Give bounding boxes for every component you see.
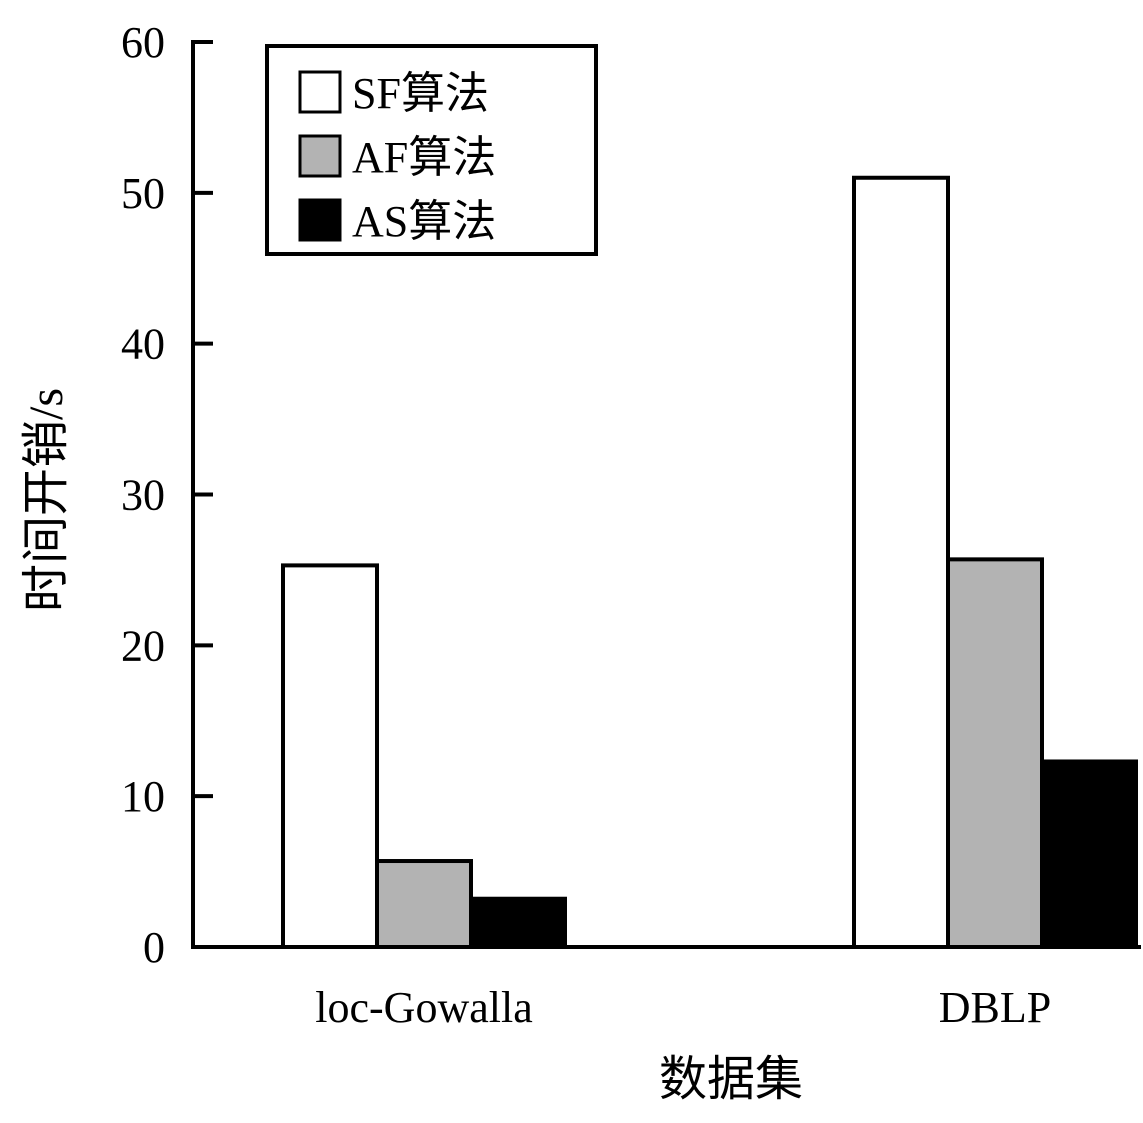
x-labels-layer: loc-Gowalla DBLP bbox=[315, 983, 1051, 1032]
x-axis-title: 数据集 bbox=[659, 1053, 803, 1106]
bar-1-1 bbox=[281, 563, 379, 949]
y-tick-label: 20 bbox=[121, 621, 165, 670]
x-category-label: loc-Gowalla bbox=[315, 983, 532, 1032]
y-tick-label: 60 bbox=[121, 18, 165, 67]
legend-swatch-1 bbox=[298, 70, 342, 114]
bar-3-1 bbox=[469, 896, 567, 950]
y-axis-title: 时间开销/s bbox=[20, 388, 73, 612]
y-tick-label: 30 bbox=[121, 471, 165, 520]
y-tick-label: 10 bbox=[121, 772, 165, 821]
x-category-label: DBLP bbox=[939, 983, 1051, 1032]
y-tick-label: 0 bbox=[143, 923, 165, 972]
bar-3-2 bbox=[1040, 759, 1138, 949]
y-tick-label: 40 bbox=[121, 320, 165, 369]
bars-layer bbox=[281, 175, 1138, 950]
legend-label-3: AS算法 bbox=[352, 197, 496, 246]
legend: SF算法 AF算法 AS算法 bbox=[265, 44, 598, 256]
bar-1-2 bbox=[852, 175, 950, 949]
y-tick-label: 50 bbox=[121, 169, 165, 218]
bar-2-2 bbox=[946, 557, 1044, 949]
y-ticks-layer: 0 10 20 30 40 50 60 bbox=[121, 18, 213, 972]
legend-label-2: AF算法 bbox=[352, 133, 496, 182]
bar-2-1 bbox=[375, 859, 473, 950]
legend-swatch-2 bbox=[298, 134, 342, 178]
legend-label-1: SF算法 bbox=[352, 69, 489, 118]
legend-swatch-3 bbox=[298, 198, 342, 242]
